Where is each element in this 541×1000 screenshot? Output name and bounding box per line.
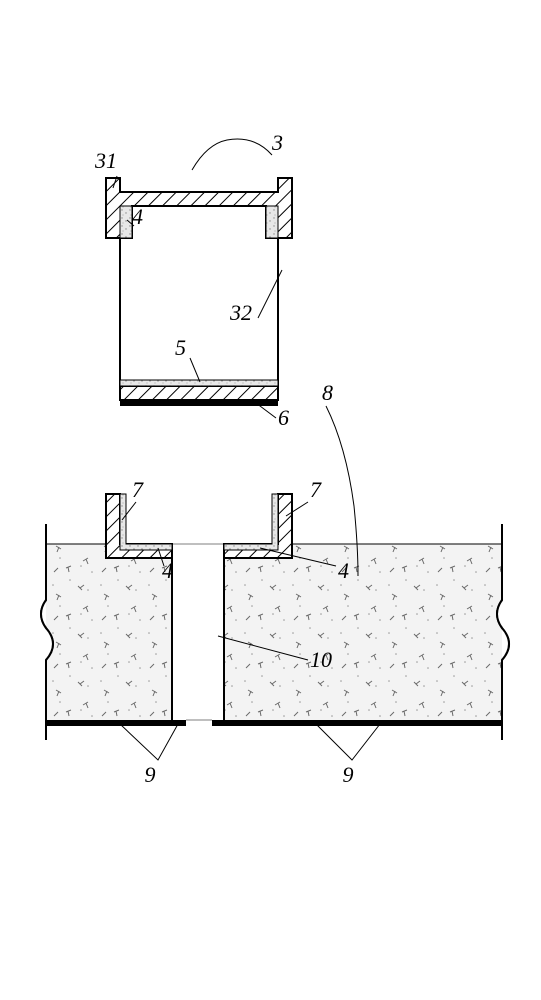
label-9b: 9 — [343, 762, 354, 787]
label-8: 8 — [322, 380, 333, 405]
label-5: 5 — [175, 335, 186, 360]
slabs — [46, 544, 502, 726]
label-6: 6 — [278, 405, 289, 430]
label-7b: 7 — [310, 477, 322, 502]
plate-9-left — [46, 720, 186, 726]
label-4a: 4 — [132, 204, 143, 229]
opening-guides — [172, 544, 224, 720]
label-9a: 9 — [145, 762, 156, 787]
film-4-upper-right — [266, 206, 278, 238]
plate-9-right — [212, 720, 502, 726]
label-4b: 4 — [162, 558, 173, 583]
film-6 — [120, 400, 278, 406]
label-3: 3 — [271, 130, 283, 155]
label-32: 32 — [229, 300, 252, 325]
label-7a: 7 — [132, 477, 144, 502]
label-4c: 4 — [338, 558, 349, 583]
film-4-upper-left — [120, 206, 132, 238]
label-10: 10 — [310, 647, 332, 672]
edge-angles — [106, 494, 292, 558]
diagram-canvas: 3 31 32 5 6 4 4 4 7 7 8 9 9 10 — [0, 0, 541, 1000]
label-31: 31 — [94, 148, 117, 173]
